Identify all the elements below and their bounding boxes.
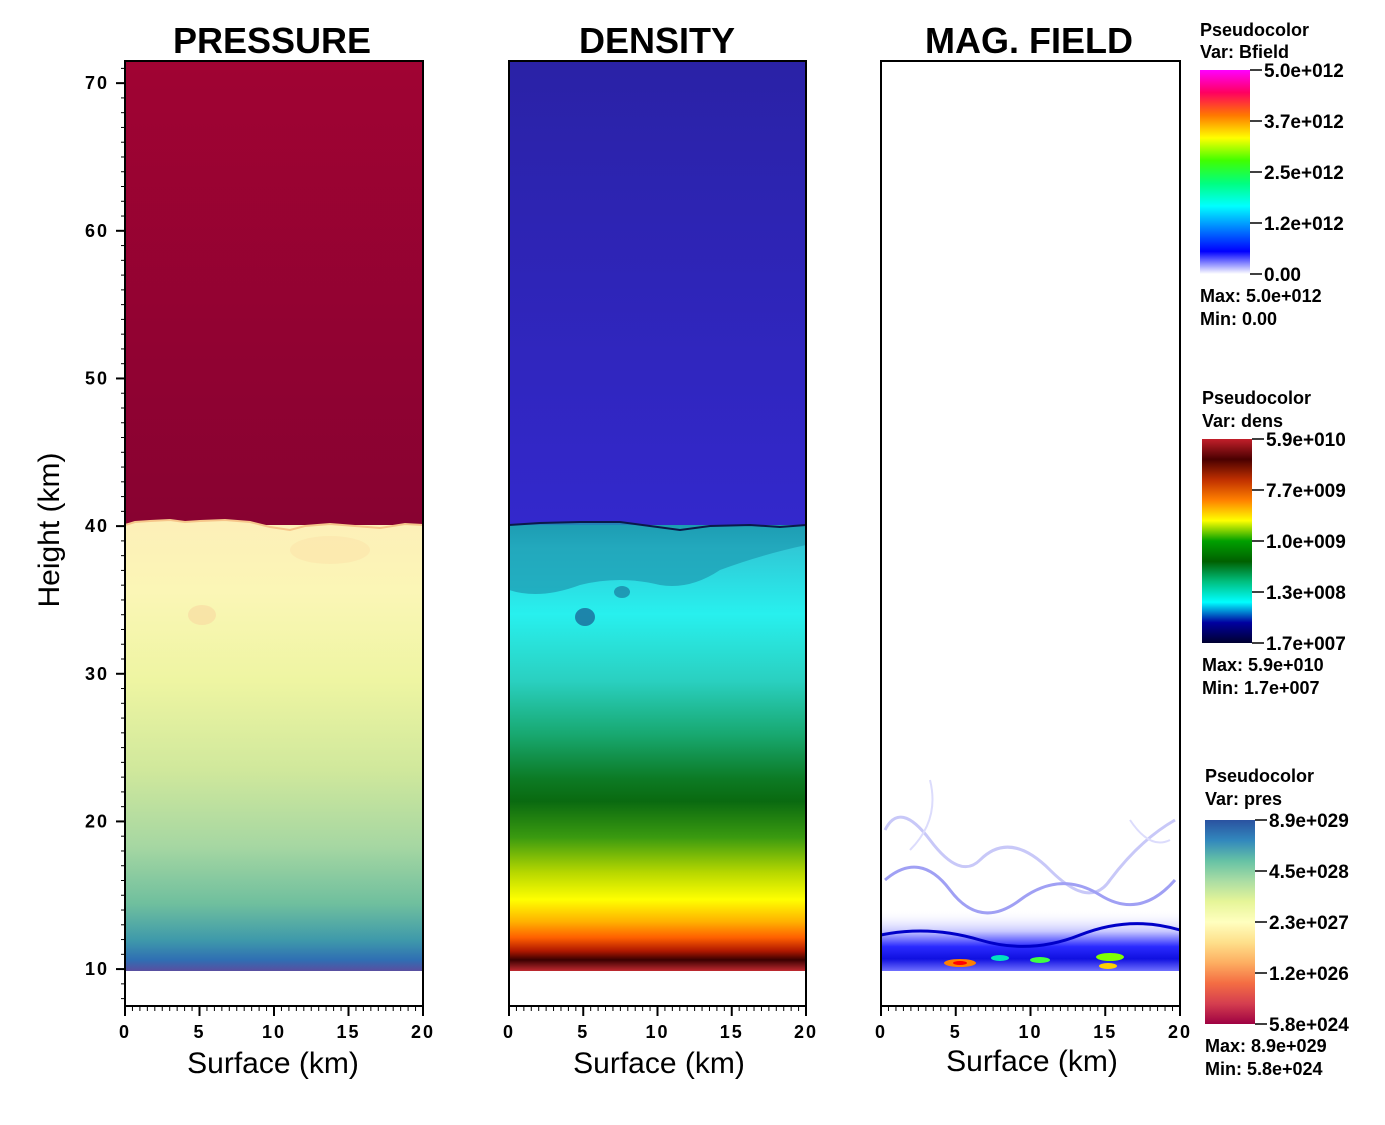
legend-title: Pseudocolor bbox=[1200, 20, 1309, 40]
legend-min: Min: 5.8e+024 bbox=[1205, 1059, 1323, 1079]
pressure-interface-edge bbox=[124, 518, 424, 532]
pressure-blob bbox=[188, 605, 216, 625]
pressure-upper-region bbox=[125, 61, 423, 525]
x-tick-label: 10 bbox=[262, 1022, 286, 1042]
y-tick-label: 50 bbox=[85, 368, 109, 388]
y-tick-label: 60 bbox=[85, 221, 109, 241]
y-tick-label: 10 bbox=[85, 959, 109, 979]
magfield-filament bbox=[884, 865, 1177, 915]
legend-max: Max: 5.0e+012 bbox=[1200, 286, 1322, 306]
x-tick-label: 15 bbox=[1093, 1022, 1117, 1042]
magfield-filament bbox=[909, 779, 1171, 851]
legend-var: Var: Bfield bbox=[1200, 42, 1289, 62]
pressure-lower-region bbox=[125, 525, 423, 971]
legend-var: Var: pres bbox=[1205, 789, 1282, 809]
legend-max: Max: 5.9e+010 bbox=[1202, 655, 1324, 675]
x-tick-label: 20 bbox=[794, 1022, 818, 1042]
legend-ticks: 8.9e+029 4.5e+028 2.3e+027 1.2e+026 5.8e+024 bbox=[1255, 811, 1349, 1036]
legend-tick-label: 7.7e+009 bbox=[1266, 481, 1346, 502]
y-tick-label: 70 bbox=[85, 73, 109, 93]
magfield-active-band bbox=[881, 910, 1180, 971]
legend-tick-label: 5.9e+010 bbox=[1266, 430, 1346, 451]
legend-tick-label: 5.0e+012 bbox=[1264, 61, 1344, 82]
y-tick-label: 20 bbox=[85, 811, 109, 831]
legend-ticks: 5.0e+012 3.7e+012 2.5e+012 1.2e+012 0.00 bbox=[1250, 61, 1344, 286]
density-upper-region bbox=[509, 61, 806, 525]
magfield-background bbox=[881, 61, 1180, 1006]
x-axis-label: Surface (km) bbox=[573, 1047, 745, 1080]
legend-tick-label: 2.3e+027 bbox=[1269, 913, 1349, 934]
y-axis-label: Height (km) bbox=[33, 452, 66, 607]
magfield-hotspot bbox=[1030, 957, 1050, 963]
legend-pres: Pseudocolor Var: pres 8.9e+029 4.5e+028 2.… bbox=[1205, 766, 1349, 1079]
magfield-filament bbox=[883, 815, 1176, 895]
legend-tick-label: 8.9e+029 bbox=[1269, 811, 1349, 832]
legend-tick-label: 1.0e+009 bbox=[1266, 532, 1346, 553]
x-tick-label: 5 bbox=[193, 1022, 205, 1042]
magfield-filament bbox=[880, 922, 1181, 948]
x-tick-label: 5 bbox=[577, 1022, 589, 1042]
pressure-title: PRESSURE bbox=[173, 20, 371, 61]
legend-tick-label: 0.00 bbox=[1264, 265, 1301, 286]
magfield-title: MAG. FIELD bbox=[925, 20, 1133, 61]
density-turbulent-layer bbox=[509, 522, 806, 594]
pressure-blob bbox=[290, 536, 370, 564]
density-blob bbox=[575, 608, 595, 626]
y-tick-label: 40 bbox=[85, 516, 109, 536]
magfield-panel: MAG. FIELD bbox=[880, 20, 1181, 1007]
density-title: DENSITY bbox=[579, 20, 735, 61]
legend-max: Max: 8.9e+029 bbox=[1205, 1036, 1327, 1056]
x-tick-label: 20 bbox=[411, 1022, 435, 1042]
legend-min: Min: 0.00 bbox=[1200, 309, 1277, 329]
density-lower-region bbox=[509, 525, 806, 971]
magfield-hotspot bbox=[1096, 953, 1124, 961]
legend-tick-label: 1.2e+026 bbox=[1269, 964, 1349, 985]
legend-colorbar bbox=[1202, 439, 1252, 643]
legend-tick-label: 1.3e+008 bbox=[1266, 583, 1346, 604]
magfield-hotspot bbox=[953, 961, 967, 965]
legend-min: Min: 1.7e+007 bbox=[1202, 678, 1320, 698]
density-blob bbox=[614, 586, 630, 598]
x-tick-label: 15 bbox=[336, 1022, 360, 1042]
density-panel: DENSITY bbox=[508, 20, 807, 1007]
legend-tick-label: 5.8e+024 bbox=[1269, 1015, 1349, 1036]
x-tick-label: 0 bbox=[503, 1022, 515, 1042]
legend-tick-label: 1.2e+012 bbox=[1264, 214, 1344, 235]
axes: 10 20 30 40 50 60 70 0 5 10 15 20 0 5 10 15 20 0 5 10 15 20 bbox=[85, 67, 1192, 1042]
legend-ticks: 5.9e+010 7.7e+009 1.0e+009 1.3e+008 1.7e+007 bbox=[1252, 430, 1346, 655]
x-tick-label: 10 bbox=[645, 1022, 669, 1042]
x-tick-label: 20 bbox=[1168, 1022, 1192, 1042]
x-tick-label: 15 bbox=[720, 1022, 744, 1042]
x-tick-label: 0 bbox=[875, 1022, 887, 1042]
magfield-hotspot bbox=[1099, 963, 1117, 969]
x-tick-label: 5 bbox=[950, 1022, 962, 1042]
legend-tick-label: 4.5e+028 bbox=[1269, 862, 1349, 883]
pressure-interface bbox=[125, 520, 423, 530]
legend-dens: Pseudocolor Var: dens 5.9e+010 7.7e+009 1.… bbox=[1202, 388, 1346, 698]
legend-tick-label: 1.7e+007 bbox=[1266, 634, 1346, 655]
legend-colorbar bbox=[1200, 70, 1250, 274]
legend-colorbar bbox=[1205, 820, 1255, 1024]
legend-tick-label: 3.7e+012 bbox=[1264, 112, 1344, 133]
legend-title: Pseudocolor bbox=[1202, 388, 1311, 408]
pressure-panel: PRESSURE bbox=[124, 20, 424, 1007]
x-tick-label: 10 bbox=[1018, 1022, 1042, 1042]
magfield-hotspot bbox=[991, 955, 1009, 961]
y-tick-label: 30 bbox=[85, 664, 109, 684]
legend-var: Var: dens bbox=[1202, 411, 1283, 431]
x-axis-label: Surface (km) bbox=[946, 1045, 1118, 1078]
legend-tick-label: 2.5e+012 bbox=[1264, 163, 1344, 184]
legend-title: Pseudocolor bbox=[1205, 766, 1314, 786]
x-axis-label: Surface (km) bbox=[187, 1047, 359, 1080]
legend-bfield: Pseudocolor Var: Bfield 5.0e+012 3.7e+012… bbox=[1200, 20, 1344, 329]
density-interface-edge bbox=[508, 521, 807, 532]
x-tick-label: 0 bbox=[119, 1022, 131, 1042]
